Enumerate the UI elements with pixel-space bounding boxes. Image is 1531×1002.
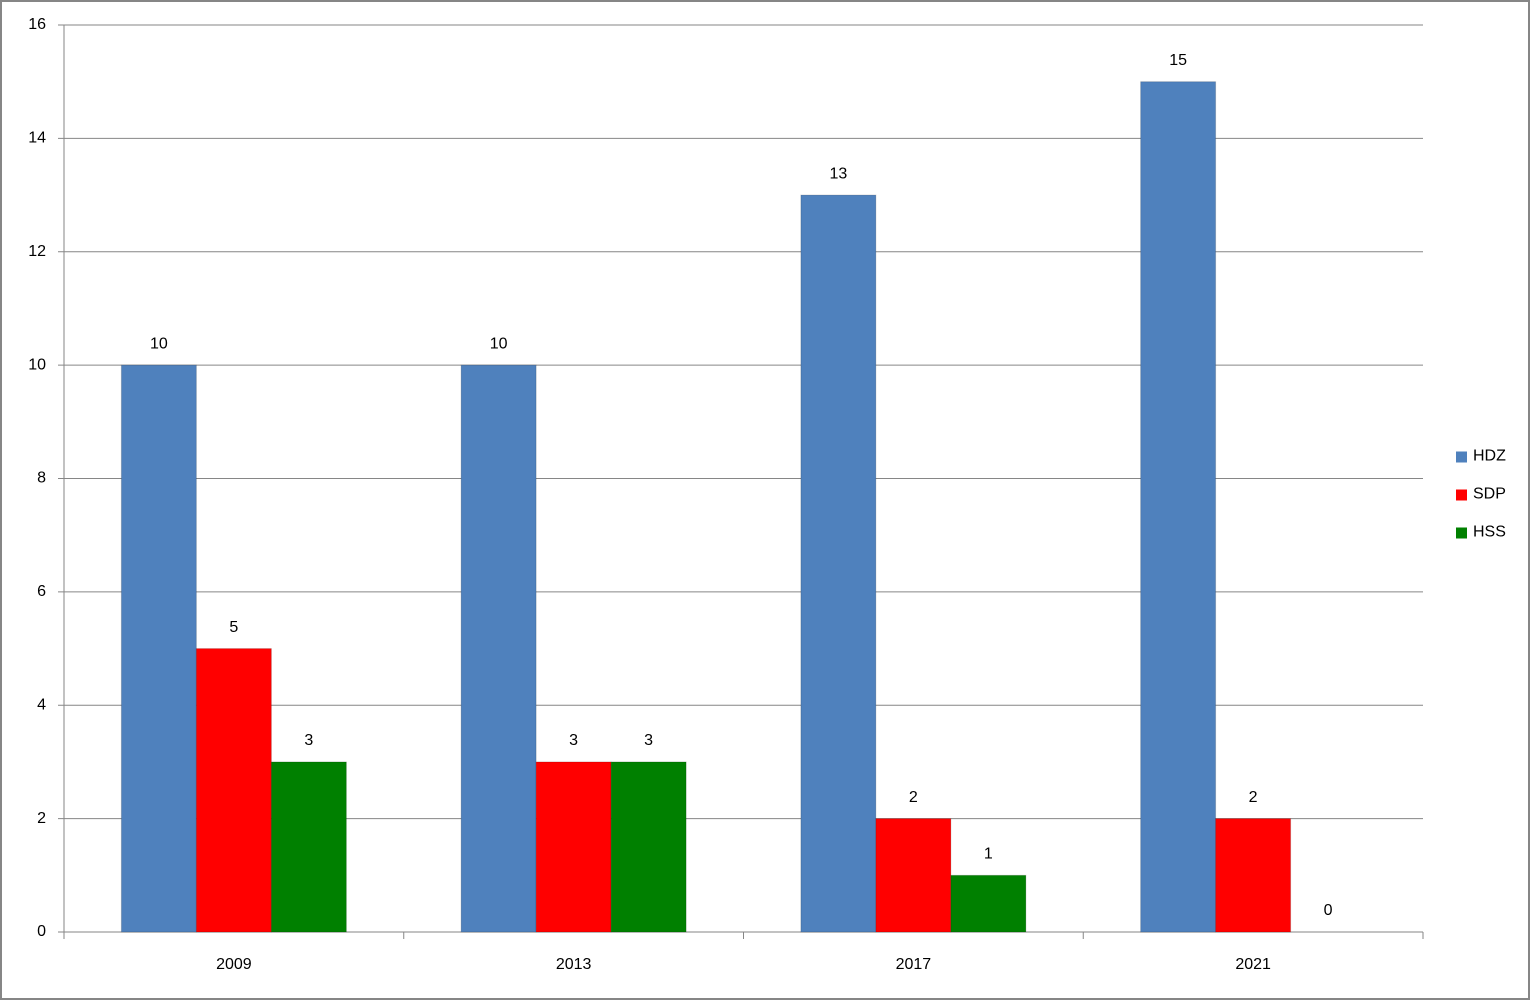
- y-tick-label: 12: [28, 243, 46, 260]
- y-tick-label: 6: [37, 583, 46, 600]
- bar: [1215, 818, 1292, 933]
- bar: [270, 761, 347, 933]
- legend-swatch: [1456, 489, 1467, 501]
- data-label: 10: [490, 335, 508, 352]
- y-tick-label: 4: [37, 696, 46, 713]
- data-label: 15: [1169, 52, 1187, 69]
- x-tick-label: 2017: [896, 956, 932, 973]
- data-label: 3: [569, 732, 578, 749]
- data-label: 1: [984, 846, 993, 863]
- x-tick-label: 2013: [556, 956, 592, 973]
- data-label: 3: [304, 732, 313, 749]
- bar: [800, 194, 877, 933]
- data-label: 3: [644, 732, 653, 749]
- bar: [610, 761, 687, 933]
- legend-label: HSS: [1473, 524, 1506, 541]
- data-label: 2: [1249, 789, 1258, 806]
- y-tick-label: 10: [28, 356, 46, 373]
- y-tick-label: 16: [28, 16, 46, 33]
- legend-swatch: [1456, 527, 1467, 539]
- y-tick-label: 14: [28, 130, 46, 147]
- bar: [120, 364, 197, 933]
- bar: [875, 818, 952, 933]
- bar: [195, 648, 272, 933]
- x-tick-label: 2009: [216, 956, 252, 973]
- legend-label: HDZ: [1473, 448, 1506, 465]
- bar: [535, 761, 612, 933]
- y-tick-label: 2: [37, 810, 46, 827]
- y-tick-label: 0: [37, 923, 46, 940]
- legend-swatch: [1456, 451, 1467, 463]
- x-tick-label: 2021: [1235, 956, 1271, 973]
- bar: [460, 364, 537, 933]
- data-label: 0: [1324, 902, 1333, 919]
- bar: [1140, 81, 1217, 933]
- bar: [950, 874, 1027, 933]
- data-label: 13: [829, 165, 847, 182]
- data-label: 10: [150, 335, 168, 352]
- data-label: 2: [909, 789, 918, 806]
- data-label: 5: [229, 619, 238, 636]
- legend-label: SDP: [1473, 486, 1506, 503]
- y-tick-label: 8: [37, 470, 46, 487]
